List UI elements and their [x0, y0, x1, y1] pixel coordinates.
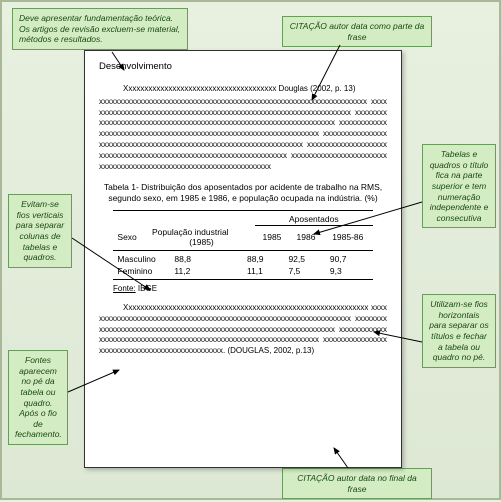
callout-fios-horizontais: Utilizam-se fios horizontais para separa…	[422, 294, 496, 368]
table-row: Feminino 11,2 11,1 7,5 9,3	[113, 265, 372, 277]
table-source: Fonte: IBGE	[113, 284, 387, 293]
table-caption: Tabela 1- Distribuição dos aposentados p…	[99, 182, 387, 204]
data-table-body: Masculino 88,8 88,9 92,5 90,7 Feminino 1…	[113, 253, 372, 277]
callout-fios-verticais: Evitam-se fios verticais para separar co…	[8, 194, 72, 268]
data-table: Aposentados Sexo População industrial(19…	[113, 213, 372, 248]
table-rule-top	[113, 210, 372, 211]
paragraph-2: Xxxxxxxxxxxxxxxxxxxxxxxxxxxxxxxxxxxxxxxx…	[99, 303, 387, 357]
col-group-aposentados: Aposentados	[255, 213, 373, 226]
section-title: Desenvolvimento	[99, 61, 387, 72]
col-pop: População industrial(1985)	[148, 226, 255, 248]
col-1985: 1985	[255, 226, 289, 248]
paragraph-1-citation: Xxxxxxxxxxxxxxxxxxxxxxxxxxxxxxxxxxxxxx D…	[99, 84, 387, 95]
callout-fonte: Fontes aparecem no pé da tabela ou quadr…	[8, 350, 68, 445]
callout-fundamentacao: Deve apresentar fundamentação teórica. O…	[12, 8, 188, 50]
paragraph-1-body: xxxxxxxxxxxxxxxxxxxxxxxxxxxxxxxxxxxxxxxx…	[99, 97, 387, 173]
col-1986: 1986	[289, 226, 323, 248]
table-rule-mid	[113, 250, 372, 251]
table-row: Masculino 88,8 88,9 92,5 90,7	[113, 253, 372, 265]
callout-titulo-tabela: Tabelas e quadros o título fica na parte…	[422, 144, 496, 228]
col-1985-86: 1985-86	[323, 226, 373, 248]
callout-citacao-final: CITAÇÃO autor data no final da frase	[282, 468, 432, 499]
sample-page: Desenvolvimento Xxxxxxxxxxxxxxxxxxxxxxxx…	[84, 50, 402, 468]
col-sexo: Sexo	[113, 226, 148, 248]
callout-citacao-frase: CITAÇÃO autor data como parte da frase	[282, 16, 432, 47]
table-rule-bottom	[113, 279, 372, 280]
